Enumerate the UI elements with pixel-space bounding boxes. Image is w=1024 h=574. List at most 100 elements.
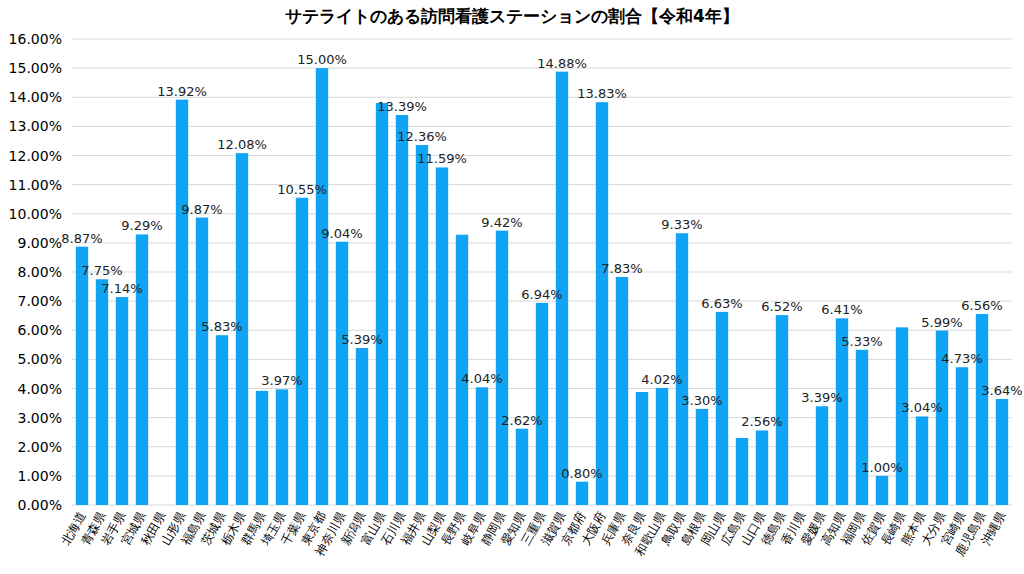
- data-label: 4.04%: [461, 371, 502, 386]
- data-label: 13.92%: [157, 84, 207, 99]
- x-tick-label: 沖縄県: [978, 510, 1008, 548]
- bar: [876, 476, 888, 505]
- bar: [216, 335, 228, 505]
- bar: [176, 100, 188, 505]
- bar: [196, 218, 208, 505]
- grid-line: [72, 97, 1012, 98]
- bar: [736, 438, 748, 505]
- y-tick-label: 8.00%: [18, 264, 62, 280]
- data-label: 7.14%: [101, 281, 142, 296]
- grid-line: [72, 272, 1012, 273]
- y-tick-label: 3.00%: [18, 410, 62, 426]
- data-label: 14.88%: [537, 56, 587, 71]
- bar: [856, 350, 868, 505]
- y-tick-label: 4.00%: [18, 381, 62, 397]
- y-tick-label: 14.00%: [9, 89, 62, 105]
- data-label: 12.36%: [397, 129, 447, 144]
- grid: [72, 39, 1012, 505]
- bar: [756, 430, 768, 505]
- data-label: 9.29%: [121, 218, 162, 233]
- bar: [976, 314, 988, 505]
- data-label: 13.83%: [577, 86, 627, 101]
- data-label: 2.62%: [501, 413, 542, 428]
- bar: [76, 247, 88, 505]
- y-tick-label: 1.00%: [18, 468, 62, 484]
- grid-line: [72, 39, 1012, 40]
- bar: [596, 102, 608, 505]
- data-label: 2.56%: [741, 414, 782, 429]
- data-label: 7.75%: [81, 263, 122, 278]
- data-label: 1.00%: [861, 460, 902, 475]
- data-label: 8.87%: [61, 231, 102, 246]
- data-label: 6.52%: [761, 299, 802, 314]
- bar: [716, 312, 728, 505]
- data-label: 12.08%: [217, 137, 267, 152]
- bar: [536, 303, 548, 505]
- bar: [996, 399, 1008, 505]
- data-label: 7.83%: [601, 261, 642, 276]
- data-label: 6.41%: [821, 302, 862, 317]
- y-tick-label: 11.00%: [9, 177, 62, 193]
- data-label: 6.63%: [701, 296, 742, 311]
- data-label: 9.04%: [321, 226, 362, 241]
- y-tick-label: 6.00%: [18, 322, 62, 338]
- data-label: 5.83%: [201, 319, 242, 334]
- bar: [776, 315, 788, 505]
- data-label: 5.99%: [921, 315, 962, 330]
- data-label: 5.33%: [841, 334, 882, 349]
- bar: [416, 145, 428, 505]
- y-tick-label: 12.00%: [9, 148, 62, 164]
- y-tick-label: 13.00%: [9, 118, 62, 134]
- y-tick-label: 5.00%: [18, 351, 62, 367]
- bar: [696, 409, 708, 505]
- y-tick-label: 15.00%: [9, 60, 62, 76]
- bar: [356, 348, 368, 505]
- y-tick-label: 10.00%: [9, 206, 62, 222]
- bar: [136, 234, 148, 505]
- bars: [76, 68, 1008, 505]
- data-label: 9.87%: [181, 202, 222, 217]
- y-tick-label: 9.00%: [18, 235, 62, 251]
- bar: [816, 406, 828, 505]
- data-label: 4.73%: [941, 351, 982, 366]
- data-label: 6.94%: [521, 287, 562, 302]
- data-label: 3.30%: [681, 393, 722, 408]
- bar: [116, 297, 128, 505]
- data-label: 10.55%: [277, 182, 327, 197]
- data-label: 3.64%: [981, 383, 1022, 398]
- grid-line: [72, 242, 1012, 243]
- grid-line: [72, 184, 1012, 185]
- y-tick-label: 0.00%: [18, 497, 62, 513]
- bar: [916, 416, 928, 505]
- data-label: 11.59%: [417, 151, 467, 166]
- bar: [396, 115, 408, 505]
- bar: [896, 327, 908, 505]
- data-label: 3.97%: [261, 373, 302, 388]
- bar: [796, 505, 808, 506]
- bar: [456, 235, 468, 505]
- grid-line: [72, 155, 1012, 156]
- data-label: 3.39%: [801, 390, 842, 405]
- bar: [336, 242, 348, 505]
- bar: [96, 279, 108, 505]
- data-label: 9.33%: [661, 217, 702, 232]
- bar: [956, 367, 968, 505]
- data-label: 15.00%: [297, 52, 347, 67]
- bar: [316, 68, 328, 505]
- bar: [656, 388, 668, 505]
- bar: [296, 198, 308, 505]
- bar: [576, 482, 588, 505]
- chart: サテライトのある訪問看護ステーションの割合【令和4年】0.00%1.00%2.0…: [0, 0, 1024, 574]
- bar: [376, 103, 388, 505]
- data-label: 4.02%: [641, 372, 682, 387]
- data-label: 6.56%: [961, 298, 1002, 313]
- title: サテライトのある訪問看護ステーションの割合【令和4年】: [285, 6, 739, 26]
- bar: [616, 277, 628, 505]
- y-tick-label: 7.00%: [18, 293, 62, 309]
- bar: [276, 389, 288, 505]
- bar: [496, 231, 508, 505]
- data-label: 9.42%: [481, 215, 522, 230]
- bar: [516, 429, 528, 505]
- bar: [436, 167, 448, 505]
- data-labels: 8.87% 7.75% 7.14% 9.29% 13.92% 9.87% 5.83% 12.0…: [61, 52, 1022, 481]
